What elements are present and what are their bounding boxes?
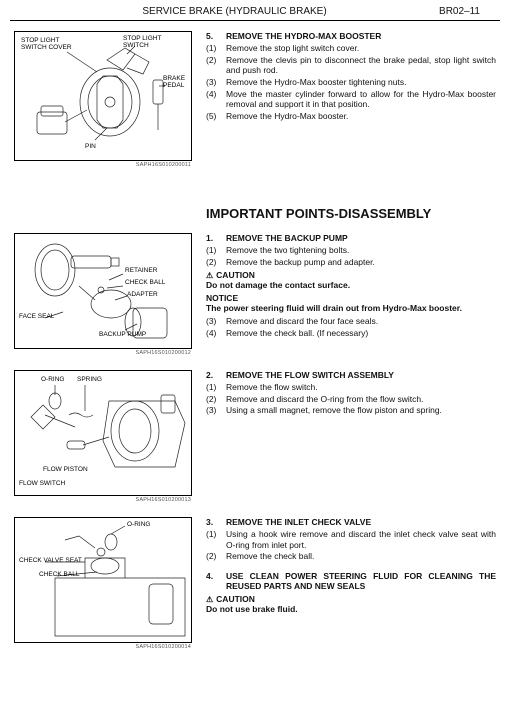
section-title: REMOVE THE BACKUP PUMP	[226, 233, 496, 243]
callout: SWITCH	[123, 43, 149, 50]
section-number: 2.	[206, 370, 226, 380]
caution-text: Do not use brake fluid.	[206, 604, 496, 614]
page-header: SERVICE BRAKE (HYDRAULIC BRAKE) BR02–11	[10, 0, 500, 21]
notice-heading: NOTICE	[206, 293, 496, 303]
figure-id: SAPH16S010200011	[14, 161, 192, 168]
step: (4)Remove the check ball. (If necessary)	[206, 328, 496, 339]
step: (2)Remove and discard the O-ring from th…	[206, 394, 496, 405]
notice-text: The power steering fluid will drain out …	[206, 303, 496, 313]
row-section5: STOP LIGHT SWITCH COVER STOP LIGHT SWITC…	[0, 31, 510, 174]
step: (3)Remove the Hydro-Max booster tighteni…	[206, 77, 496, 88]
callout: SWITCH COVER	[21, 45, 72, 52]
callout: CHECK BALL	[125, 280, 165, 287]
callout: SPRING	[77, 377, 102, 384]
figure-inlet-check-valve: O-RING CHECK VALVE SEAT CHECK BALL	[14, 517, 192, 643]
row-section3-4: O-RING CHECK VALVE SEAT CHECK BALL SAPH1…	[0, 517, 510, 656]
section-title: REMOVE THE FLOW SWITCH ASSEMBLY	[226, 370, 496, 380]
step: (2)Remove the backup pump and adapter.	[206, 257, 496, 268]
section-number: 3.	[206, 517, 226, 527]
section-heading: 2. REMOVE THE FLOW SWITCH ASSEMBLY	[206, 370, 496, 380]
figure-id: SAPH16S010200012	[14, 349, 192, 356]
figure-flow-switch: O-RING SPRING FLOW PISTON FLOW SWITCH	[14, 370, 192, 496]
section-title: REMOVE THE HYDRO-MAX BOOSTER	[226, 31, 496, 41]
disassembly-heading: IMPORTANT POINTS-DISASSEMBLY	[206, 206, 496, 221]
step: (5)Remove the Hydro-Max booster.	[206, 111, 496, 122]
header-title: SERVICE BRAKE (HYDRAULIC BRAKE)	[30, 6, 439, 17]
callout: CHECK BALL	[39, 572, 79, 579]
step: (4)Move the master cylinder forward to a…	[206, 89, 496, 110]
header-page-code: BR02–11	[439, 6, 480, 17]
step: (1)Using a hook wire remove and discard …	[206, 529, 496, 550]
callout: CHECK VALVE SEAT	[19, 558, 82, 565]
figure-id: SAPH16S010200013	[14, 496, 192, 503]
figure-id: SAPH16S010200014	[14, 643, 192, 650]
callout: BACKUP PUMP	[99, 332, 146, 339]
section-heading: 4. USE CLEAN POWER STEERING FLUID FOR CL…	[206, 571, 496, 591]
callout: FLOW SWITCH	[19, 481, 65, 488]
step: (3)Using a small magnet, remove the flow…	[206, 405, 496, 416]
row-section2: O-RING SPRING FLOW PISTON FLOW SWITCH SA…	[0, 370, 510, 509]
section-title: USE CLEAN POWER STEERING FLUID FOR CLEAN…	[226, 571, 496, 591]
callout: PEDAL	[163, 83, 184, 90]
figure-hydro-max-booster: STOP LIGHT SWITCH COVER STOP LIGHT SWITC…	[14, 31, 192, 161]
section-number: 5.	[206, 31, 226, 41]
callout: ADAPTER	[127, 292, 158, 299]
step: (1)Remove the two tightening bolts.	[206, 245, 496, 256]
section-heading: 5. REMOVE THE HYDRO-MAX BOOSTER	[206, 31, 496, 41]
section-title: REMOVE THE INLET CHECK VALVE	[226, 517, 496, 527]
step: (2)Remove the clevis pin to disconnect t…	[206, 55, 496, 76]
section-number: 1.	[206, 233, 226, 243]
section-heading: 3. REMOVE THE INLET CHECK VALVE	[206, 517, 496, 527]
section-number: 4.	[206, 571, 226, 591]
step: (3)Remove and discard the four face seal…	[206, 316, 496, 327]
callout: O-RING	[127, 522, 150, 529]
row-disassembly: IMPORTANT POINTS-DISASSEMBLY	[0, 200, 510, 233]
step: (1)Remove the flow switch.	[206, 382, 496, 393]
callout: PIN	[85, 144, 96, 151]
step: (1)Remove the stop light switch cover.	[206, 43, 496, 54]
caution-heading: CAUTION	[206, 270, 496, 280]
row-section1: RETAINER CHECK BALL ADAPTER FACE SEAL BA…	[0, 233, 510, 362]
section-heading: 1. REMOVE THE BACKUP PUMP	[206, 233, 496, 243]
callout: FLOW PISTON	[43, 467, 88, 474]
callout: FACE SEAL	[19, 314, 54, 321]
caution-heading: CAUTION	[206, 594, 496, 604]
step: (2)Remove the check ball.	[206, 551, 496, 562]
figure-backup-pump: RETAINER CHECK BALL ADAPTER FACE SEAL BA…	[14, 233, 192, 349]
callout: O-RING	[41, 377, 64, 384]
caution-text: Do not damage the contact surface.	[206, 280, 496, 290]
callout: RETAINER	[125, 268, 157, 275]
